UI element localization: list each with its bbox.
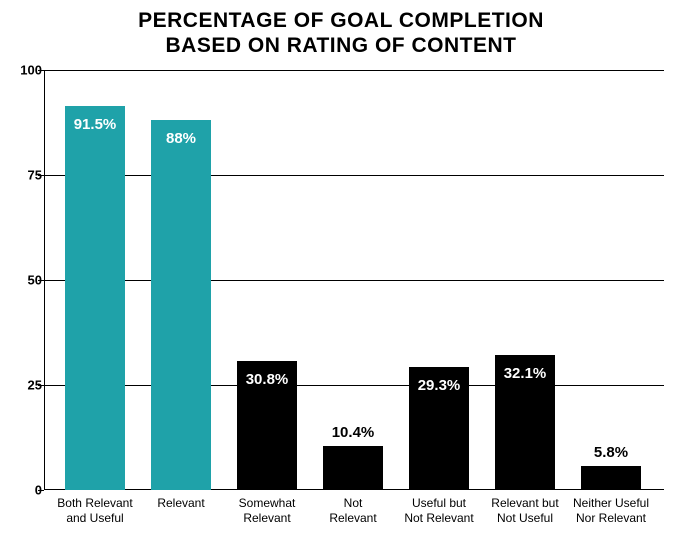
x-category-label: Useful butNot Relevant bbox=[397, 496, 481, 526]
bar-value-label: 30.8% bbox=[237, 371, 297, 388]
bar-value-label: 88% bbox=[151, 130, 211, 147]
y-tick-label: 25 bbox=[28, 378, 42, 393]
bar: 32.1% bbox=[495, 355, 555, 490]
chart-title: PERCENTAGE OF GOAL COMPLETIONBASED ON RA… bbox=[0, 0, 682, 58]
bar: 10.4% bbox=[323, 446, 383, 490]
x-category-label: Neither UsefulNor Relevant bbox=[569, 496, 653, 526]
bar: 88% bbox=[151, 120, 211, 490]
y-tick-label: 50 bbox=[28, 273, 42, 288]
y-tick-label: 0 bbox=[35, 483, 42, 498]
x-category-label: SomewhatRelevant bbox=[225, 496, 309, 526]
bar-value-label: 32.1% bbox=[495, 365, 555, 382]
bar: 29.3% bbox=[409, 367, 469, 490]
y-tick-label: 75 bbox=[28, 168, 42, 183]
x-category-label: NotRelevant bbox=[311, 496, 395, 526]
bar: 91.5% bbox=[65, 106, 125, 490]
gridline bbox=[44, 280, 664, 281]
bar: 30.8% bbox=[237, 361, 297, 490]
bar-value-label: 10.4% bbox=[323, 424, 383, 441]
gridline bbox=[44, 385, 664, 386]
plot-area: 91.5%Both Relevantand Useful88%Relevant3… bbox=[44, 70, 664, 490]
x-category-label: Both Relevantand Useful bbox=[53, 496, 137, 526]
x-category-label: Relevant butNot Useful bbox=[483, 496, 567, 526]
gridline bbox=[44, 175, 664, 176]
bar-value-label: 91.5% bbox=[65, 116, 125, 133]
x-category-label: Relevant bbox=[139, 496, 223, 511]
bar: 5.8% bbox=[581, 466, 641, 490]
y-tick-label: 100 bbox=[20, 63, 42, 78]
chart-area: 91.5%Both Relevantand Useful88%Relevant3… bbox=[44, 70, 664, 490]
gridline bbox=[44, 70, 664, 71]
bar-value-label: 29.3% bbox=[409, 377, 469, 394]
bar-value-label: 5.8% bbox=[581, 444, 641, 461]
